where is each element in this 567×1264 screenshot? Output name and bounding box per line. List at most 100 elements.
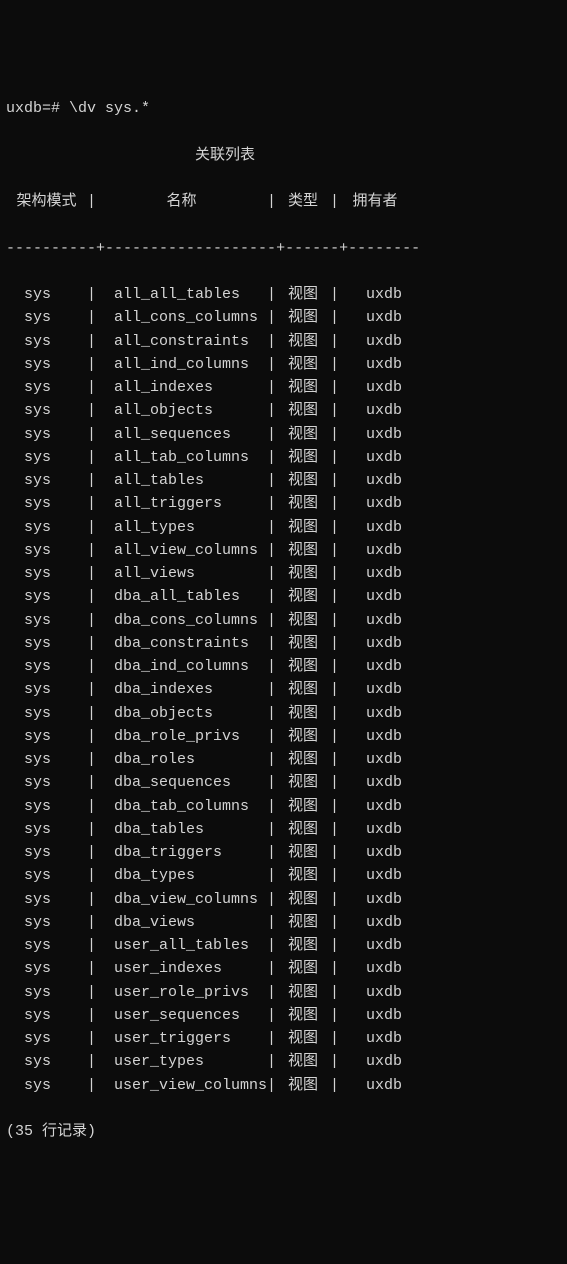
table-row: sys| user_triggers| 视图 | uxdb <box>6 1027 561 1050</box>
header-type: 类型 <box>276 190 330 213</box>
cell-type: 视图 <box>276 841 330 864</box>
cell-type: 视图 <box>276 1004 330 1027</box>
pipe-sep: | <box>330 681 339 698</box>
table-body: sys| all_all_tables| 视图 | uxdb sys| all_… <box>6 283 561 1097</box>
pipe-sep: | <box>330 193 339 210</box>
pipe-sep: | <box>267 635 276 652</box>
table-row: sys| dba_all_tables| 视图 | uxdb <box>6 585 561 608</box>
pipe-sep: | <box>87 542 96 559</box>
cell-schema: sys <box>6 516 87 539</box>
cell-name: user_indexes <box>96 957 267 980</box>
pipe-sep: | <box>330 449 339 466</box>
cell-schema: sys <box>6 911 87 934</box>
cell-schema: sys <box>6 562 87 585</box>
cell-name: dba_objects <box>96 702 267 725</box>
table-row: sys| dba_triggers| 视图 | uxdb <box>6 841 561 864</box>
pipe-sep: | <box>267 774 276 791</box>
cell-owner: uxdb <box>339 516 411 539</box>
cell-schema: sys <box>6 957 87 980</box>
cell-type: 视图 <box>276 632 330 655</box>
cell-type: 视图 <box>276 283 330 306</box>
cell-owner: uxdb <box>339 1004 411 1027</box>
cell-owner: uxdb <box>339 306 411 329</box>
cell-schema: sys <box>6 771 87 794</box>
cell-type: 视图 <box>276 655 330 678</box>
pipe-sep: | <box>87 519 96 536</box>
cell-owner: uxdb <box>339 864 411 887</box>
pipe-sep: | <box>330 728 339 745</box>
cell-type: 视图 <box>276 353 330 376</box>
cell-schema: sys <box>6 702 87 725</box>
table-row: sys| all_constraints| 视图 | uxdb <box>6 330 561 353</box>
cell-schema: sys <box>6 330 87 353</box>
cell-type: 视图 <box>276 702 330 725</box>
table-row: sys| all_tab_columns| 视图 | uxdb <box>6 446 561 469</box>
pipe-sep: | <box>87 844 96 861</box>
cell-owner: uxdb <box>339 562 411 585</box>
cell-schema: sys <box>6 818 87 841</box>
pipe-sep: | <box>267 1030 276 1047</box>
cell-schema: sys <box>6 748 87 771</box>
cell-type: 视图 <box>276 492 330 515</box>
cell-type: 视图 <box>276 981 330 1004</box>
cell-name: all_triggers <box>96 492 267 515</box>
table-row: sys| dba_constraints| 视图 | uxdb <box>6 632 561 655</box>
cell-schema: sys <box>6 609 87 632</box>
cell-type: 视图 <box>276 585 330 608</box>
pipe-sep: | <box>87 635 96 652</box>
table-row: sys| dba_objects| 视图 | uxdb <box>6 702 561 725</box>
pipe-sep: | <box>267 798 276 815</box>
cell-name: all_view_columns <box>96 539 267 562</box>
cell-name: dba_indexes <box>96 678 267 701</box>
pipe-sep: | <box>330 426 339 443</box>
pipe-sep: | <box>87 612 96 629</box>
cell-schema: sys <box>6 795 87 818</box>
cell-name: all_tables <box>96 469 267 492</box>
pipe-sep: | <box>330 542 339 559</box>
table-row: sys| all_sequences| 视图 | uxdb <box>6 423 561 446</box>
pipe-sep: | <box>267 333 276 350</box>
pipe-sep: | <box>267 1007 276 1024</box>
cell-name: dba_views <box>96 911 267 934</box>
pipe-sep: | <box>330 333 339 350</box>
cell-schema: sys <box>6 678 87 701</box>
pipe-sep: | <box>330 309 339 326</box>
cell-owner: uxdb <box>339 818 411 841</box>
cell-schema: sys <box>6 1050 87 1073</box>
cell-owner: uxdb <box>339 632 411 655</box>
sep-joint: + <box>96 240 105 257</box>
pipe-sep: | <box>330 658 339 675</box>
cell-type: 视图 <box>276 818 330 841</box>
table-row: sys| dba_view_columns| 视图 | uxdb <box>6 888 561 911</box>
cell-name: all_views <box>96 562 267 585</box>
cell-owner: uxdb <box>339 981 411 1004</box>
pipe-sep: | <box>330 565 339 582</box>
cell-schema: sys <box>6 492 87 515</box>
table-row: sys| dba_roles| 视图 | uxdb <box>6 748 561 771</box>
pipe-sep: | <box>330 588 339 605</box>
cell-owner: uxdb <box>339 446 411 469</box>
cell-owner: uxdb <box>339 376 411 399</box>
sql-prompt[interactable]: uxdb=# \dv sys.* <box>6 97 561 120</box>
pipe-sep: | <box>87 751 96 768</box>
pipe-sep: | <box>87 821 96 838</box>
pipe-sep: | <box>267 821 276 838</box>
pipe-sep: | <box>87 658 96 675</box>
pipe-sep: | <box>87 379 96 396</box>
pipe-sep: | <box>87 705 96 722</box>
pipe-sep: | <box>87 356 96 373</box>
pipe-sep: | <box>87 891 96 908</box>
cell-schema: sys <box>6 306 87 329</box>
cell-owner: uxdb <box>339 330 411 353</box>
table-row: sys| user_all_tables| 视图 | uxdb <box>6 934 561 957</box>
pipe-sep: | <box>87 333 96 350</box>
sep-joint: + <box>339 240 348 257</box>
cell-owner: uxdb <box>339 469 411 492</box>
pipe-sep: | <box>87 565 96 582</box>
cell-owner: uxdb <box>339 492 411 515</box>
pipe-sep: | <box>267 937 276 954</box>
sep-joint: + <box>276 240 285 257</box>
cell-schema: sys <box>6 376 87 399</box>
pipe-sep: | <box>87 1053 96 1070</box>
table-row: sys| dba_sequences| 视图 | uxdb <box>6 771 561 794</box>
